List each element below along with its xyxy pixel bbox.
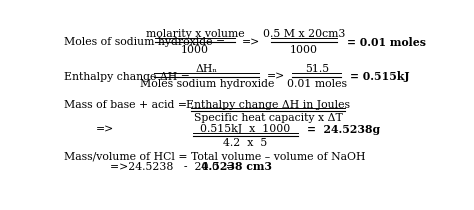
Text: Enthalpy change ΔH =: Enthalpy change ΔH = [64, 72, 193, 82]
Text: 4.2  x  5: 4.2 x 5 [223, 138, 267, 148]
Text: Specific heat capacity x ΔT: Specific heat capacity x ΔT [194, 113, 343, 123]
Text: Mass/volume of HCl = Total volume – volume of NaOH: Mass/volume of HCl = Total volume – volu… [64, 151, 365, 161]
Text: 1000: 1000 [290, 45, 318, 55]
Text: =>24.5238   -  20.0  =: =>24.5238 - 20.0 = [110, 162, 243, 172]
Text: =>: => [96, 124, 114, 134]
Text: 0.5 M x 20cm3: 0.5 M x 20cm3 [263, 29, 345, 39]
Text: 51.5: 51.5 [305, 64, 329, 74]
Text: 0.01 moles: 0.01 moles [287, 80, 347, 89]
Text: =>: => [267, 72, 285, 82]
Text: =>: => [242, 37, 261, 47]
Text: = 0.01 moles: = 0.01 moles [347, 37, 426, 48]
Text: 4.5238 cm3: 4.5238 cm3 [201, 161, 273, 172]
Text: molarity x volume: molarity x volume [146, 29, 245, 39]
Text: 0.515kJ  x  1000: 0.515kJ x 1000 [200, 124, 291, 134]
Text: Moles of sodium hydroxide =: Moles of sodium hydroxide = [64, 37, 228, 47]
Text: Mass of base + acid =: Mass of base + acid = [64, 100, 190, 109]
Text: Moles sodium hydroxide: Moles sodium hydroxide [139, 80, 274, 89]
Text: = 0.515kJ: = 0.515kJ [350, 71, 410, 82]
Text: =  24.5238g: = 24.5238g [307, 124, 380, 135]
Text: 1000: 1000 [181, 45, 209, 55]
Text: ΔHₙ: ΔHₙ [196, 64, 218, 74]
Text: Enthalpy change ΔH in Joules: Enthalpy change ΔH in Joules [186, 100, 350, 109]
